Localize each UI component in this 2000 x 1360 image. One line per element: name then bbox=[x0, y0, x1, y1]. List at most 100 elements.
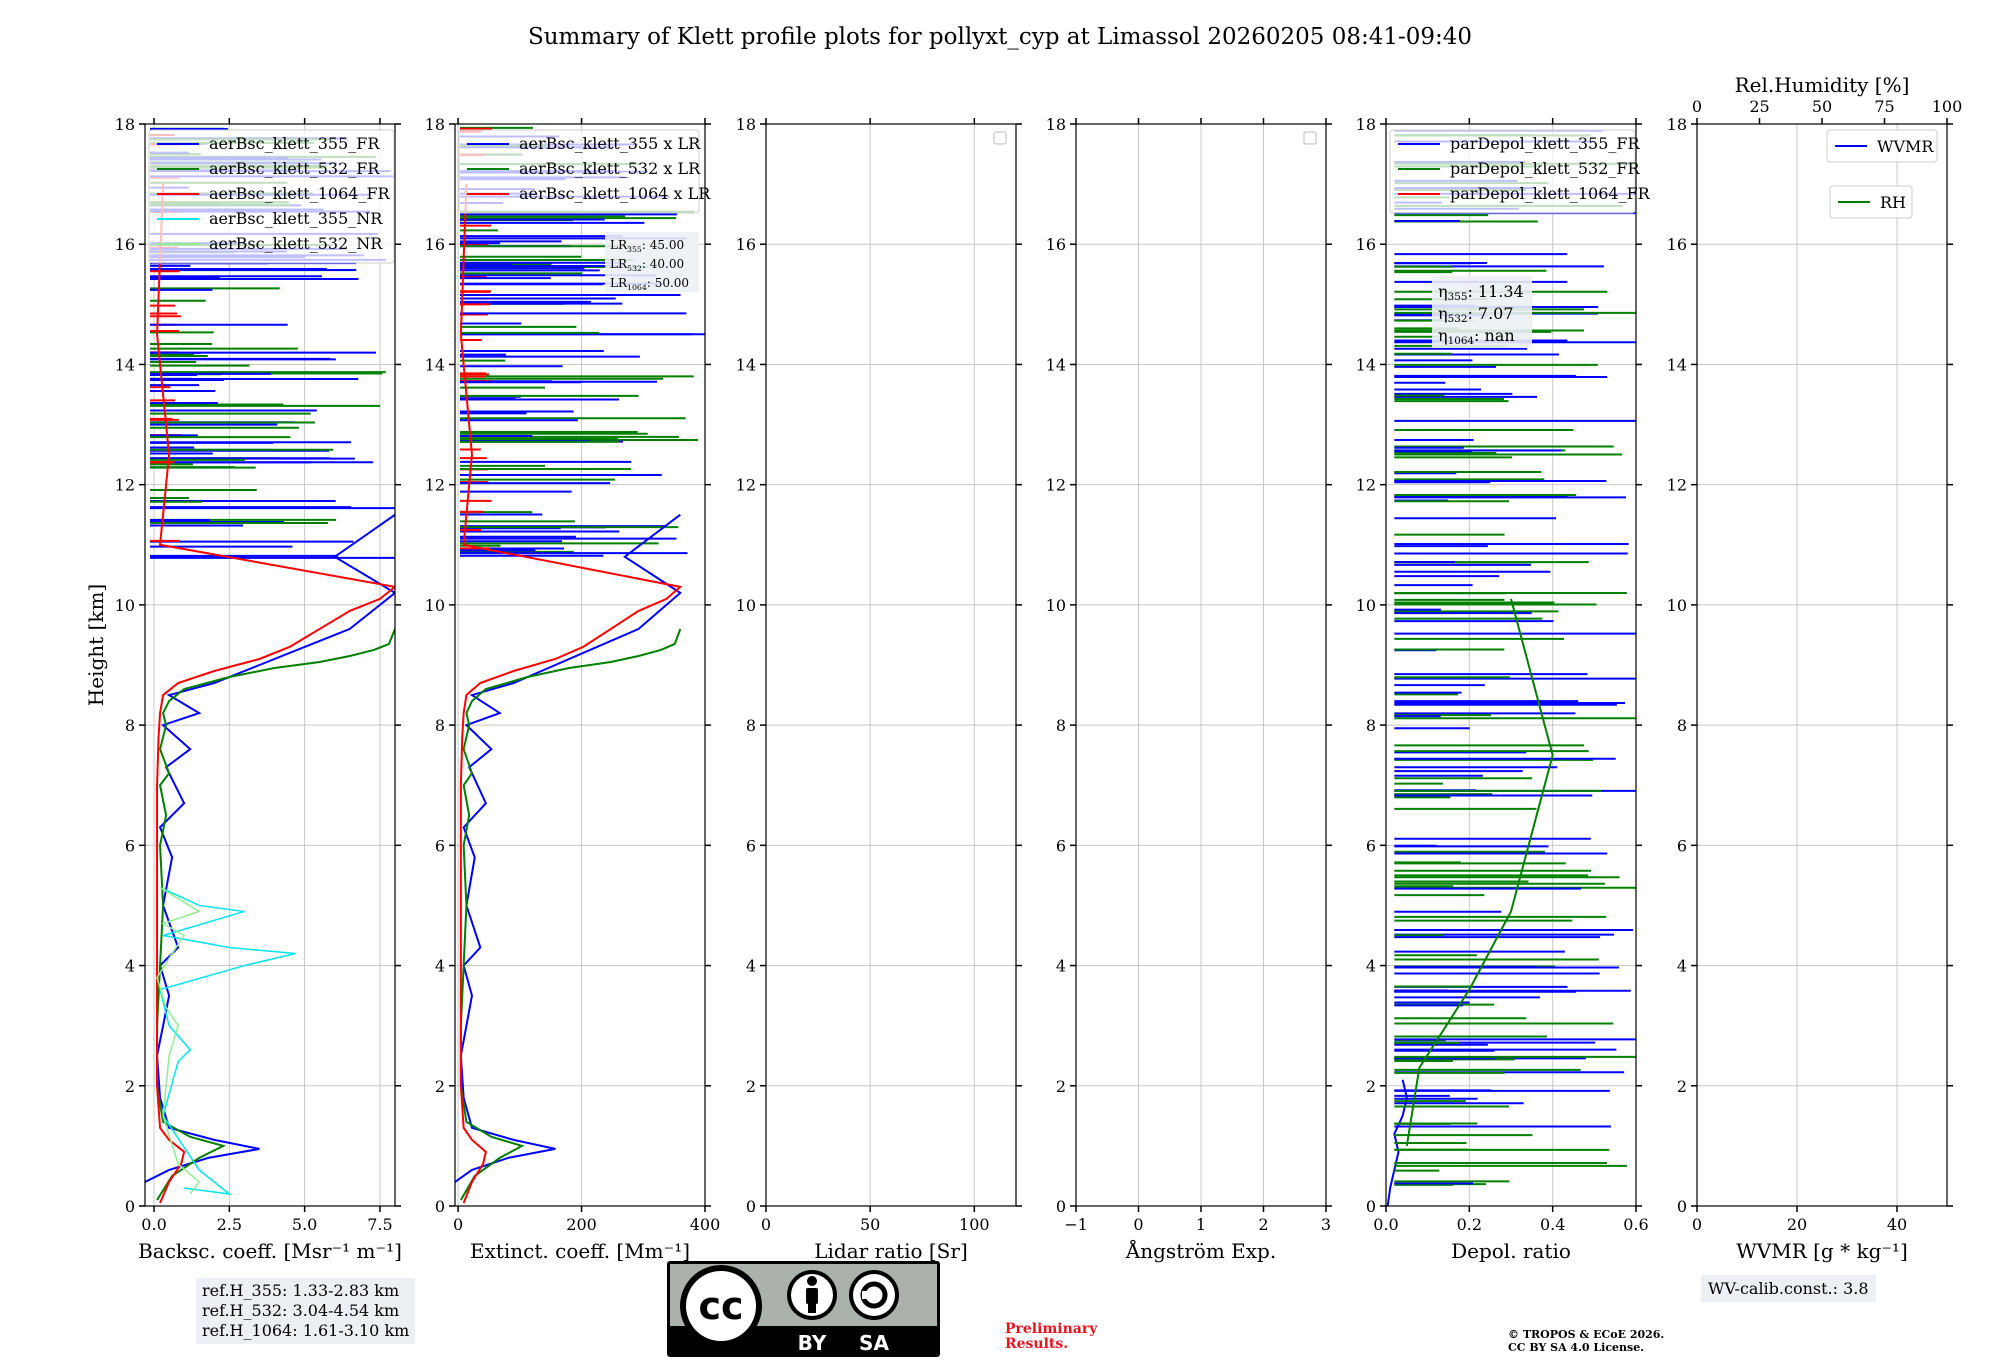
x-tick-label: −1 bbox=[1064, 1215, 1088, 1234]
y-tick-label: 8 bbox=[1366, 716, 1376, 735]
x-tick-label: 2 bbox=[1258, 1215, 1268, 1234]
legend-label: aerBsc_klett_532_NR bbox=[209, 234, 383, 253]
x-tick-label: 100 bbox=[959, 1215, 990, 1234]
y-tick-label: 4 bbox=[1056, 957, 1066, 976]
legend-label: parDepol_klett_532_FR bbox=[1450, 159, 1641, 178]
legend-label: parDepol_klett_355_FR bbox=[1450, 134, 1641, 153]
y-axis-label: Height [km] bbox=[84, 584, 108, 706]
y-tick-label: 8 bbox=[125, 716, 135, 735]
y-tick-label: 4 bbox=[1677, 957, 1687, 976]
x-tick-label: 0 bbox=[453, 1215, 463, 1234]
y-tick-label: 2 bbox=[1677, 1077, 1687, 1096]
y-tick-label: 12 bbox=[1356, 476, 1376, 495]
legend-label: aerBsc_klett_532 x LR bbox=[519, 159, 701, 178]
y-tick-label: 6 bbox=[746, 836, 756, 855]
y-tick-label: 18 bbox=[115, 115, 135, 134]
panel-depol: 0 2 4 6 8 10 12 14 16 18 0.0 0.2 0.4 0.6 Depol. ratio p… bbox=[1356, 115, 1651, 1263]
empty-legend-box bbox=[993, 131, 1007, 145]
y-tick-label: 14 bbox=[115, 355, 135, 374]
y-tick-label: 16 bbox=[115, 235, 135, 254]
x-tick-label: 50 bbox=[860, 1215, 880, 1234]
y-tick-label: 18 bbox=[425, 115, 445, 134]
y-tick-label: 16 bbox=[736, 235, 756, 254]
y-tick-label: 0 bbox=[435, 1197, 445, 1216]
y-tick-label: 16 bbox=[425, 235, 445, 254]
x-tick-label: 7.5 bbox=[367, 1215, 392, 1234]
x-tick-label: 0.2 bbox=[1457, 1215, 1482, 1234]
series-line-aerBsc_klett_1064_FR bbox=[156, 184, 395, 1204]
x-axis-label: WVMR [g * kg⁻¹] bbox=[1736, 1239, 1908, 1263]
y-tick-label: 2 bbox=[746, 1077, 756, 1096]
y-tick-label: 14 bbox=[736, 355, 756, 374]
legend-label: aerBsc_klett_1064 x LR bbox=[519, 184, 711, 203]
legend-label: aerBsc_klett_355_FR bbox=[209, 134, 380, 153]
x-tick-label: 400 bbox=[690, 1215, 721, 1234]
y-tick-label: 6 bbox=[125, 836, 135, 855]
reference-heights-box: ref.H_355: 1.33-2.83 km ref.H_532: 3.04-… bbox=[196, 1278, 416, 1344]
panel-frame bbox=[144, 123, 396, 1207]
eta-532: η532: 7.07 bbox=[1438, 304, 1514, 325]
eta-355: η355: 11.34 bbox=[1438, 282, 1524, 303]
x-tick-label: 200 bbox=[566, 1215, 597, 1234]
copyright-line-1: © TROPOS & ECoE 2026. bbox=[1508, 1328, 1665, 1341]
legend-label: aerBsc_klett_355_NR bbox=[209, 209, 383, 228]
top-x-tick-label: 0 bbox=[1692, 97, 1702, 116]
panel-wvmr: 0 2 4 6 8 10 12 14 16 18 0 20 40 WVMR [g * kg⁻¹] 0 25 50… bbox=[1667, 73, 1963, 1263]
y-tick-label: 12 bbox=[1046, 476, 1066, 495]
y-tick-label: 12 bbox=[1667, 476, 1687, 495]
top-x-tick-label: 50 bbox=[1812, 97, 1832, 116]
y-tick-label: 16 bbox=[1046, 235, 1066, 254]
x-tick-label: 40 bbox=[1887, 1215, 1907, 1234]
legend-box bbox=[1389, 129, 1636, 214]
x-tick-label: 3 bbox=[1321, 1215, 1331, 1234]
y-tick-label: 12 bbox=[115, 476, 135, 495]
y-tick-label: 2 bbox=[1056, 1077, 1066, 1096]
y-tick-label: 10 bbox=[1046, 596, 1066, 615]
legend-label-wvmr: WVMR bbox=[1877, 137, 1934, 156]
lidar-ratio-532: LR532: 40.00 bbox=[610, 257, 684, 273]
x-tick-label: 0.4 bbox=[1540, 1215, 1565, 1234]
y-tick-label: 14 bbox=[1356, 355, 1376, 374]
x-axis-label: Extinct. coeff. [Mm⁻¹] bbox=[470, 1239, 690, 1263]
legend-label: aerBsc_klett_355 x LR bbox=[519, 134, 701, 153]
x-tick-label: 2.5 bbox=[217, 1215, 242, 1234]
preliminary-line-2: Results. bbox=[1005, 1336, 1069, 1352]
y-tick-label: 2 bbox=[435, 1077, 445, 1096]
y-tick-label: 14 bbox=[1667, 355, 1687, 374]
lidar-ratio-355: LR355: 45.00 bbox=[610, 238, 684, 254]
y-tick-label: 0 bbox=[125, 1197, 135, 1216]
series-line-aerBsc_klett_355_FR bbox=[455, 513, 682, 1183]
top-x-axis-label: Rel.Humidity [%] bbox=[1735, 73, 1910, 97]
x-tick-label: 20 bbox=[1787, 1215, 1807, 1234]
y-tick-label: 0 bbox=[1366, 1197, 1376, 1216]
series-line-aerBsc_klett_532_NR bbox=[156, 886, 201, 1195]
series-line-aerBsc_klett_355_FR bbox=[145, 513, 395, 1183]
y-tick-label: 2 bbox=[125, 1077, 135, 1096]
y-tick-label: 16 bbox=[1356, 235, 1376, 254]
y-tick-label: 10 bbox=[1667, 596, 1687, 615]
by-text: BY bbox=[798, 1331, 827, 1355]
y-tick-label: 0 bbox=[1677, 1197, 1687, 1216]
y-tick-label: 6 bbox=[1677, 836, 1687, 855]
y-tick-label: 14 bbox=[1046, 355, 1066, 374]
y-tick-label: 18 bbox=[736, 115, 756, 134]
cc-logo-text: cc bbox=[698, 1284, 743, 1328]
legend-label: aerBsc_klett_1064_FR bbox=[209, 184, 391, 203]
y-tick-label: 4 bbox=[1366, 957, 1376, 976]
y-tick-label: 14 bbox=[425, 355, 445, 374]
legend-box-rh bbox=[1829, 185, 1913, 219]
legend-label: aerBsc_klett_532_FR bbox=[209, 159, 380, 178]
y-tick-label: 10 bbox=[115, 596, 135, 615]
wv-calibration-box: WV-calib.const.: 3.8 bbox=[1701, 1275, 1876, 1302]
y-tick-label: 4 bbox=[125, 957, 135, 976]
ref-height-1064: ref.H_1064: 1.61-3.10 km bbox=[202, 1321, 410, 1340]
y-tick-label: 8 bbox=[746, 716, 756, 735]
panel-frame bbox=[454, 123, 706, 1207]
legend-box bbox=[148, 129, 395, 264]
x-axis-label: Ångström Exp. bbox=[1125, 1238, 1276, 1263]
y-tick-label: 10 bbox=[1356, 596, 1376, 615]
x-tick-label: 5.0 bbox=[292, 1215, 317, 1234]
